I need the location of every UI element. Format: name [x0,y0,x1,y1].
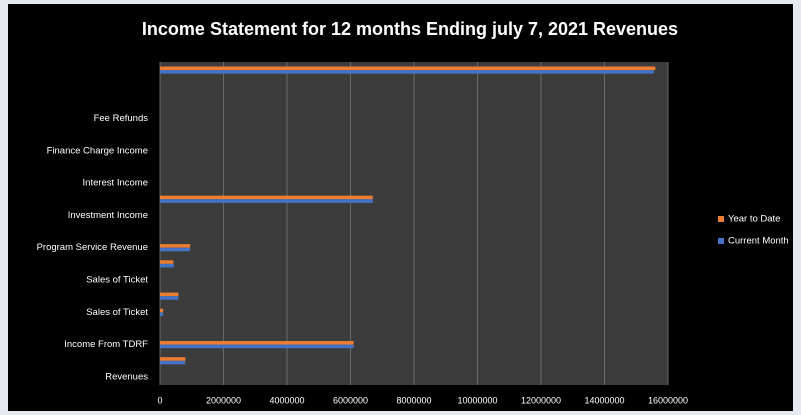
x-tick-label: 0 [157,395,162,405]
legend-label: Current Month [728,236,789,247]
chart-title: Income Statement for 12 months Ending ju… [142,19,678,39]
x-tick-label: 2000000 [206,395,241,405]
y-tick-label: Program Service Revenue [37,242,148,253]
bar [160,263,174,268]
bar [160,296,179,300]
legend-swatch [718,238,724,244]
bar [160,292,179,297]
legend-label: Year to Date [728,214,780,225]
bar [160,344,354,349]
bar [160,357,186,361]
y-tick-label: Fee Refunds [94,113,149,124]
y-tick-label: Income From TDRF [64,339,148,350]
y-tick-label: Finance Charge Income [47,145,148,156]
bar [160,247,191,252]
bar [160,360,186,365]
y-tick-label: Sales of Ticket [86,307,148,318]
x-tick-label: 12000000 [521,395,561,405]
x-tick-label: 6000000 [333,395,368,405]
x-tick-label: 16000000 [648,395,688,405]
bar [160,199,373,203]
x-tick-label: 8000000 [396,395,431,405]
y-tick-label: Sales of Ticket [86,275,148,286]
x-tick-label: 4000000 [269,395,304,405]
bar [160,195,373,200]
y-tick-label: Interest Income [83,178,148,189]
bar [160,66,656,71]
y-tick-label: Investment Income [68,210,148,221]
bar [160,308,164,313]
bar [160,341,354,345]
bar [160,312,164,316]
x-tick-label: 14000000 [584,395,624,405]
y-tick-label: Revenues [105,371,148,382]
bar [160,260,174,264]
bar [160,70,654,74]
bar [160,244,191,248]
legend-swatch [718,216,724,222]
x-tick-label: 10000000 [457,395,497,405]
